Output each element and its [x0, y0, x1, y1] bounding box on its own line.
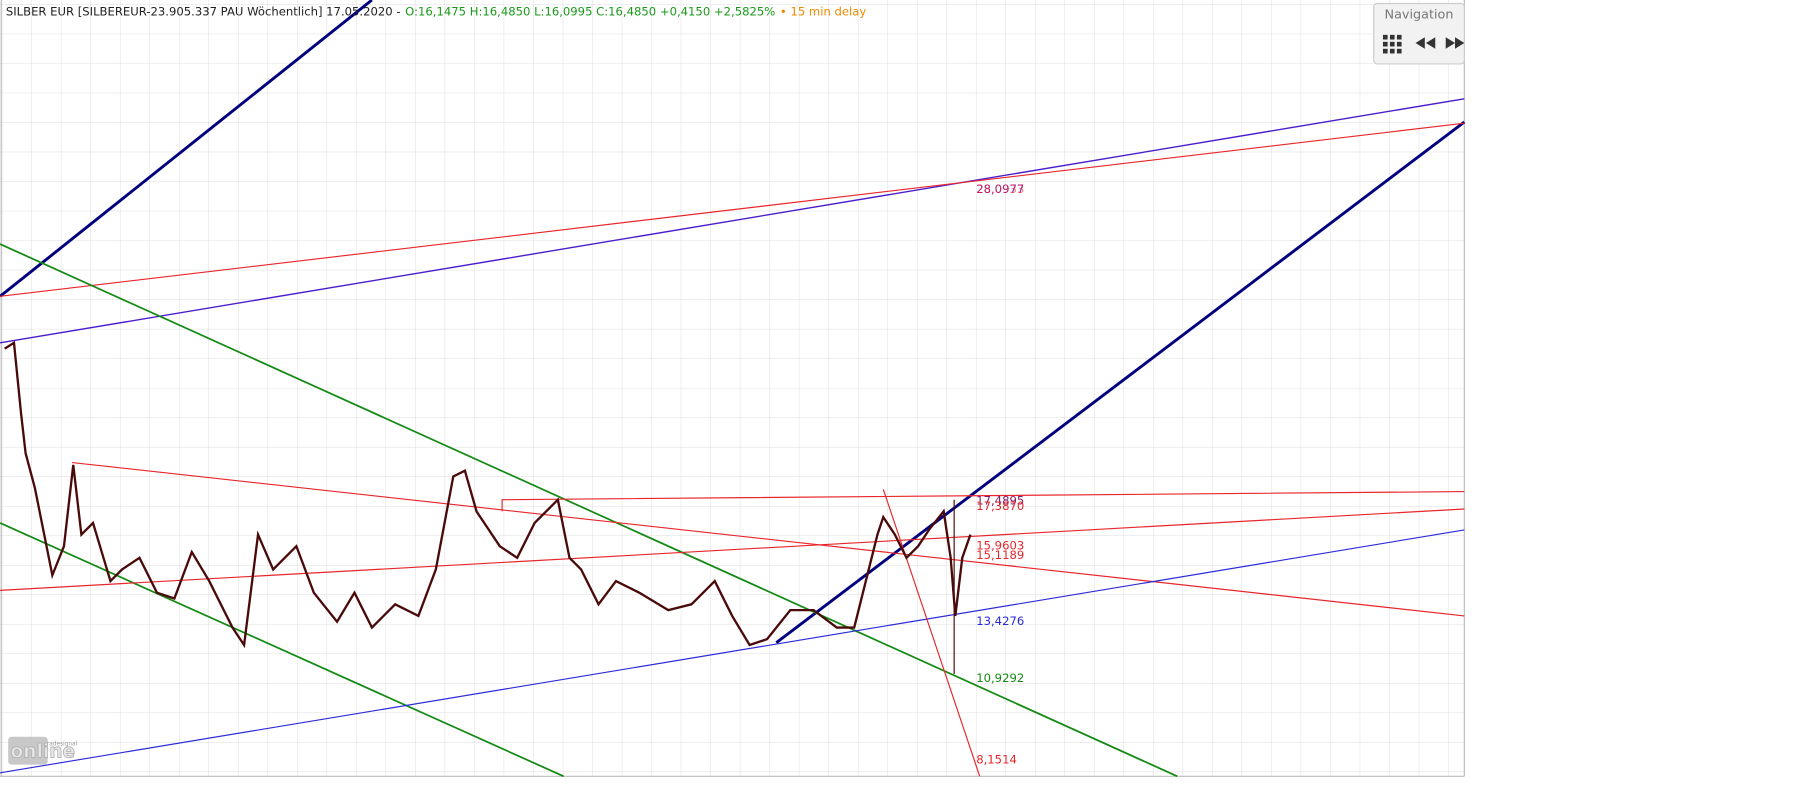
price-label: 13,4276 — [976, 614, 1024, 628]
delay: • 15 min delay — [780, 4, 866, 18]
price-label: 17,3870 — [976, 499, 1024, 513]
navigation-panel: Navigation — [1373, 2, 1465, 65]
price-label: 28,0977 — [976, 182, 1024, 196]
logo-name: online — [11, 742, 76, 763]
rewind-button[interactable] — [1415, 37, 1436, 49]
price-label: 15,1189 — [976, 548, 1024, 562]
instrument: SILBER EUR [SILBEREUR-23.905.337 PAU Wöc… — [6, 4, 401, 18]
price-label: 28,0933 — [976, 182, 1024, 196]
navigation-title: Navigation — [1385, 8, 1454, 23]
menu-button[interactable] — [1382, 34, 1402, 54]
forward-button[interactable] — [1445, 37, 1465, 49]
grid — [0, 0, 1465, 777]
navigation-box — [1373, 2, 1465, 65]
header: SILBER EUR [SILBEREUR-23.905.337 PAU Wöc… — [6, 4, 867, 18]
ohlc: O:16,1475 H:16,4850 L:16,0995 C:16,4850 … — [405, 4, 775, 18]
price-label: 8,1514 — [976, 753, 1017, 767]
price-labels: 28,0977 28,0933 17,4895 17,3870 15,9603 … — [976, 182, 1024, 767]
price-label: 17,4895 — [976, 493, 1024, 507]
price-label: 15,9603 — [976, 539, 1024, 553]
logo-brand: Tradesignal — [43, 741, 77, 747]
logo: Tradesignal online — [8, 736, 78, 765]
trend-lines — [0, 0, 1466, 778]
logo-badge — [8, 736, 48, 765]
price-candles — [4, 340, 972, 649]
price-label: 10,9292 — [976, 671, 1024, 685]
